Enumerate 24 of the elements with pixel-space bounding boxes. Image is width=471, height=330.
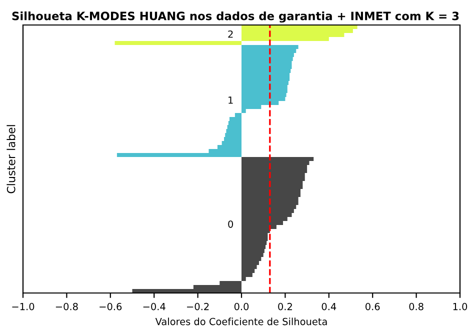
bar bbox=[116, 153, 242, 157]
x-tick-label: −0.6 bbox=[100, 302, 122, 310]
annotation: 1 bbox=[228, 96, 233, 104]
x-tick-label: 0.6 bbox=[366, 302, 380, 310]
x-axis-title: Valores do Coeficiente de Silhoueta bbox=[155, 318, 327, 326]
x-tick-label: −0.8 bbox=[56, 302, 78, 310]
x-tick-label: 0.8 bbox=[409, 302, 424, 310]
bar bbox=[242, 269, 255, 273]
bar bbox=[242, 45, 298, 49]
bar bbox=[114, 41, 242, 45]
bar bbox=[242, 157, 314, 161]
x-tick-label: 0.4 bbox=[322, 302, 336, 310]
x-tick-label: 0.0 bbox=[234, 302, 249, 310]
annotation: 2 bbox=[228, 30, 233, 38]
annotation: 0 bbox=[228, 220, 234, 228]
x-tick-label: 0.2 bbox=[278, 302, 292, 310]
x-tick-label: 1.0 bbox=[453, 302, 468, 310]
x-tick-label: −0.2 bbox=[187, 302, 209, 310]
chart-title: Silhoueta K-MODES HUANG nos dados de garantia + INMET com K = 3 bbox=[12, 11, 459, 23]
bar bbox=[242, 273, 252, 277]
y-axis-title: Cluster label bbox=[6, 125, 16, 194]
x-tick-label: −0.4 bbox=[143, 302, 166, 310]
x-tick-label: −1.0 bbox=[12, 302, 34, 310]
bar bbox=[229, 117, 242, 121]
